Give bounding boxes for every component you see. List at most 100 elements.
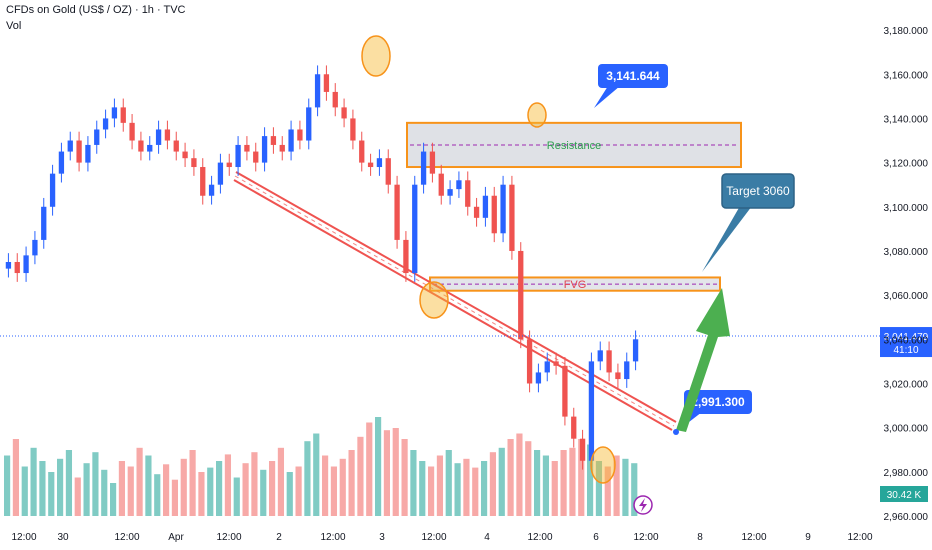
time-tick-label: 12:00 — [216, 532, 241, 543]
trendline — [233, 171, 677, 431]
price-tick-label: 3,040.000 — [884, 335, 929, 346]
candle-body — [456, 180, 462, 190]
volume-bar — [127, 466, 134, 516]
volume-bar — [260, 469, 267, 516]
candle-body — [120, 107, 126, 123]
volume-bar — [631, 463, 638, 516]
candle-body — [535, 372, 542, 384]
price-tick-label: 3,180.000 — [884, 26, 929, 37]
candle-body — [376, 158, 383, 168]
time-tick-label: 12:00 — [847, 532, 872, 543]
volume-bar — [48, 472, 55, 516]
time-tick-label: 12:00 — [114, 532, 139, 543]
volume-bar — [233, 477, 240, 516]
time-axis: 12:00 30 12:00 Apr 12:00 2 12:00 3 12:00 4 12:00 6 1… — [11, 532, 872, 543]
volume-bars — [4, 417, 638, 516]
volume-bar — [578, 439, 585, 516]
volume-bar — [251, 452, 258, 516]
candle-body — [200, 167, 206, 196]
candle-body — [341, 107, 347, 119]
candle-body — [217, 162, 224, 185]
candle-body — [438, 173, 444, 196]
price-tick-label: 3,060.000 — [884, 291, 929, 302]
candle-body — [394, 184, 400, 240]
callout-high-pointer — [594, 86, 620, 108]
candle-body — [226, 162, 232, 168]
volume-bar — [180, 458, 187, 516]
candle-body — [332, 91, 338, 108]
volume-bar — [428, 466, 435, 516]
trendline-mid — [234, 175, 675, 427]
candle-body — [447, 189, 453, 196]
volume-bar — [224, 454, 232, 516]
candle-body — [155, 129, 162, 145]
candle-body — [385, 158, 391, 185]
candle-body — [526, 339, 533, 384]
candle-body — [279, 144, 285, 152]
time-tick-label: 12:00 — [421, 532, 446, 543]
volume-bar — [198, 472, 205, 516]
volume-bar — [489, 452, 497, 516]
candle-body — [359, 140, 365, 163]
callout-low — [684, 390, 752, 414]
candle-body — [261, 136, 268, 163]
candle-body — [23, 255, 29, 274]
candle-body — [473, 206, 480, 218]
candle-body — [588, 361, 595, 461]
candle-body — [208, 184, 215, 196]
callout-low-text: 2,991.300 — [691, 395, 745, 409]
volume-bar — [322, 455, 329, 516]
highlight-circle — [527, 102, 547, 128]
volume-bar — [242, 463, 249, 516]
volume-bar — [436, 455, 444, 516]
current-price-value: 3,041.479 — [884, 332, 929, 343]
current-price-badge — [880, 327, 932, 358]
volume-label: Vol — [6, 20, 22, 32]
price-axis: 3,180.000 3,160.000 3,140.000 3,120.000 3,10… — [884, 26, 929, 523]
volume-bar — [481, 461, 488, 516]
volume-bar — [74, 477, 81, 516]
volume-bar — [383, 430, 391, 516]
volume-bar — [613, 455, 620, 516]
candles — [5, 65, 639, 470]
candle-body — [500, 184, 506, 234]
candle-body — [270, 136, 277, 145]
volume-bar — [472, 467, 479, 516]
volume-bar — [83, 463, 90, 516]
volume-bar — [445, 450, 452, 516]
candle-body — [173, 140, 179, 152]
price-tick-label: 3,100.000 — [884, 203, 929, 214]
candle-body — [420, 151, 427, 185]
candle-body — [235, 144, 241, 168]
callout-target-text: Target 3060 — [726, 184, 790, 198]
volume-bar — [463, 458, 470, 516]
candle-body — [323, 74, 330, 92]
volume-bar — [189, 450, 196, 516]
time-tick-label: 6 — [593, 532, 599, 543]
highlight-circle — [361, 35, 391, 77]
candle-body — [518, 250, 524, 340]
callout-high-text: 3,141.644 — [606, 69, 660, 83]
time-tick-label: 2 — [276, 532, 282, 543]
time-tick-label: 30 — [57, 532, 69, 543]
callout-target — [721, 173, 795, 209]
candle-body — [562, 365, 568, 417]
time-tick-label: 12:00 — [320, 532, 345, 543]
volume-bar — [542, 455, 550, 516]
candle-body — [579, 438, 586, 461]
volume-bar — [516, 433, 523, 516]
volume-bar — [419, 461, 426, 516]
candle-body — [41, 206, 47, 240]
volume-bar — [39, 461, 46, 516]
time-tick-label: 12:00 — [741, 532, 766, 543]
candle-body — [314, 74, 321, 108]
volume-bar — [534, 450, 541, 516]
time-tick-label: Apr — [168, 532, 184, 543]
time-tick-label: 12:00 — [633, 532, 658, 543]
price-tick-label: 3,160.000 — [884, 70, 929, 81]
candle-body — [509, 184, 515, 251]
candle-body — [76, 140, 82, 163]
candle-body — [94, 129, 100, 145]
candle-body — [403, 239, 409, 274]
